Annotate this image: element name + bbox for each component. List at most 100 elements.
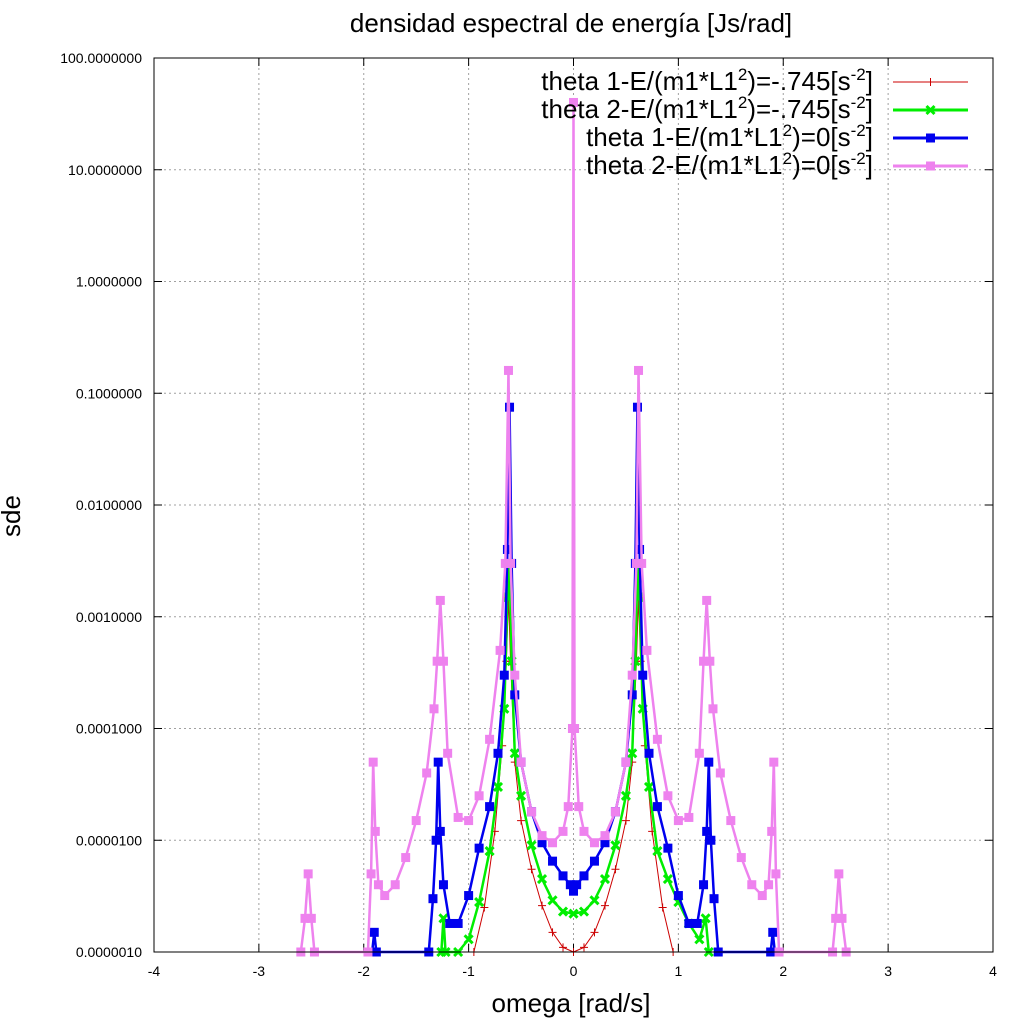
data-point	[600, 901, 609, 910]
legend-text-part: )=0[s	[792, 150, 851, 180]
data-point	[709, 894, 719, 904]
data-point	[570, 724, 580, 733]
data-point	[303, 869, 313, 879]
data-point	[438, 656, 448, 666]
data-point	[433, 757, 443, 767]
data-point	[557, 906, 569, 917]
legend-text-part: ]	[866, 150, 873, 180]
data-point	[673, 891, 683, 901]
legend-superscript: -2	[851, 93, 866, 112]
data-point	[517, 816, 526, 825]
data-point	[495, 645, 505, 655]
data-point	[527, 865, 536, 874]
y-tick-label: 0.1000000	[76, 385, 142, 401]
data-point	[589, 856, 599, 866]
x-tick-label: 4	[989, 963, 997, 979]
data-point	[663, 791, 673, 801]
legend-marker	[925, 104, 936, 116]
data-point	[610, 807, 620, 817]
data-point	[366, 869, 376, 879]
data-point	[569, 886, 578, 896]
legend-superscript: -2	[851, 121, 866, 140]
data-point	[652, 734, 662, 744]
x-tick-label: -3	[253, 963, 266, 979]
data-point	[658, 903, 667, 912]
x-tick-label: 1	[674, 963, 682, 979]
data-point	[547, 895, 558, 906]
data-point	[558, 871, 568, 881]
data-point	[516, 790, 527, 801]
data-point	[638, 670, 648, 680]
data-point	[445, 918, 455, 928]
data-point	[536, 873, 548, 885]
data-point	[652, 846, 663, 857]
data-point	[373, 880, 383, 890]
data-point	[644, 748, 654, 758]
data-point	[411, 816, 421, 826]
data-point	[572, 880, 582, 890]
data-point	[503, 365, 513, 375]
data-point	[474, 843, 484, 853]
data-point	[620, 790, 631, 801]
legend-marker	[926, 161, 935, 171]
data-point	[516, 757, 526, 767]
data-point	[390, 880, 400, 890]
data-point	[694, 748, 704, 758]
plot-frame	[153, 57, 994, 953]
data-point	[700, 913, 711, 924]
data-point	[627, 748, 638, 759]
data-point	[526, 840, 537, 851]
data-point	[370, 826, 380, 836]
data-point	[548, 928, 557, 937]
data-point	[611, 865, 620, 874]
data-point	[621, 757, 631, 767]
data-point	[715, 768, 725, 778]
data-point	[726, 816, 736, 826]
data-point	[369, 927, 379, 937]
data-point	[747, 880, 757, 890]
series-4	[296, 97, 851, 957]
data-point	[736, 853, 746, 863]
y-axis-label: sde	[0, 495, 26, 537]
legend-label: theta 1-E/(m1*L12)=-.745[s-2]	[541, 65, 873, 96]
data-point	[702, 595, 712, 605]
x-tick-label: -1	[462, 963, 475, 979]
legend-text-part: ]	[866, 66, 873, 96]
data-point	[474, 791, 484, 801]
data-point	[771, 869, 781, 879]
data-point	[643, 781, 655, 792]
data-point	[767, 826, 777, 836]
legend-text-part: ]	[866, 94, 873, 124]
y-tick-label: 100.0000000	[60, 50, 142, 66]
data-point	[627, 670, 637, 680]
legend-superscript: -2	[851, 149, 866, 168]
data-point	[548, 856, 558, 866]
data-point	[692, 918, 702, 928]
series-layer	[296, 97, 851, 958]
data-point	[484, 846, 495, 857]
data-point	[627, 690, 637, 700]
legend-superscript: 2	[783, 121, 792, 140]
x-tick-label: 2	[779, 963, 787, 979]
data-point	[621, 816, 630, 825]
data-point	[706, 835, 716, 845]
data-point	[380, 891, 390, 901]
data-point	[610, 840, 621, 851]
data-point	[699, 656, 709, 666]
data-point	[443, 748, 453, 758]
tick-labels: -4 -3 -2 -1 0 1 2 3 4 0.0000010 0.0000100 0.0001000…	[60, 50, 997, 979]
data-point	[500, 558, 510, 568]
data-point	[432, 656, 442, 666]
data-point	[642, 645, 652, 655]
data-point	[769, 757, 779, 767]
data-point	[474, 896, 485, 908]
data-point	[485, 802, 495, 812]
data-point	[558, 826, 568, 836]
data-point	[429, 704, 439, 714]
x-tick-label: 0	[570, 963, 578, 979]
legend-label: theta 1-E/(m1*L12)=0[s-2]	[586, 121, 873, 152]
legend-text-part: theta 2-E/(m1*L1	[541, 94, 738, 124]
data-point	[453, 812, 463, 822]
data-point	[435, 826, 445, 836]
data-point	[705, 656, 715, 666]
